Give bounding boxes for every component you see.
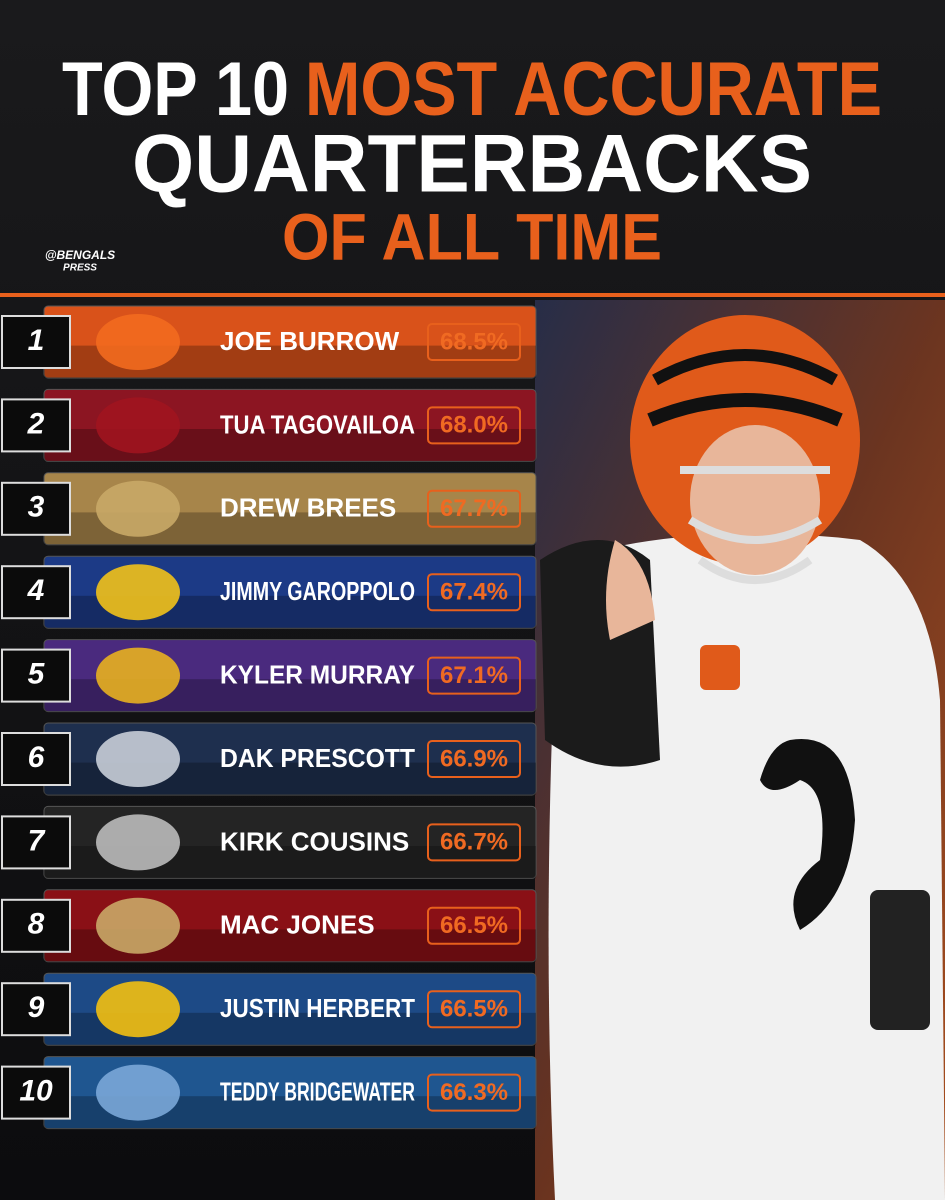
value-box [427, 406, 521, 445]
completion-percentage: 67.1% [440, 662, 508, 689]
ranking-row: 10 TEDDY BRIDGEWATER 66.3% [1, 1056, 537, 1130]
player-name: KIRK COUSINS [220, 826, 409, 856]
value-box [427, 906, 521, 945]
player-name: TEDDY BRIDGEWATER [220, 1076, 415, 1106]
rank-box [1, 815, 71, 870]
player-name: MAC JONES [220, 910, 375, 940]
player-name: JOE BURROW [220, 326, 400, 356]
completion-percentage: 67.4% [440, 579, 508, 606]
value-box [427, 1073, 521, 1112]
team-logo [96, 981, 180, 1038]
title-line-3: OF ALL TIME [282, 199, 662, 273]
ranking-row: 6 DAK PRESCOTT 66.9% [1, 722, 537, 796]
completion-percentage: 68.0% [440, 412, 508, 439]
completion-percentage: 66.3% [440, 1079, 508, 1106]
rank-box [1, 1065, 71, 1120]
rank-box [1, 732, 71, 786]
rank-number: 4 [27, 574, 45, 607]
handle-bottom: PRESS [63, 263, 97, 274]
team-logo [96, 897, 180, 954]
value-box [427, 573, 521, 612]
value-box [427, 656, 521, 695]
player-name: TUA TAGOVAILOA [220, 409, 415, 439]
rank-box [1, 898, 71, 953]
rank-box [1, 315, 71, 369]
rank-box [1, 481, 71, 536]
title-line-2: QUARTERBACKS [132, 119, 812, 210]
title-white: TOP 10 [62, 47, 289, 132]
rank-box [1, 565, 71, 620]
team-logo [96, 647, 180, 704]
rank-number: 10 [19, 1075, 53, 1108]
player-name: JIMMY GAROPPOLO [220, 576, 415, 606]
ranking-row: 5 KYLER MURRAY 67.1% [1, 639, 537, 713]
title-orange: MOST ACCURATE [305, 47, 882, 132]
team-logo [96, 1064, 180, 1121]
team-logo [96, 397, 180, 454]
team-logo [96, 480, 180, 537]
rank-number: 2 [27, 407, 45, 440]
completion-percentage: 68.5% [440, 328, 508, 355]
rank-number: 1 [28, 324, 45, 357]
ranking-row: 4 JIMMY GAROPPOLO 67.4% [1, 555, 537, 629]
rank-number: 7 [28, 824, 46, 857]
handle-top: @BENGALS [45, 248, 115, 262]
ranking-row: 1 JOE BURROW 68.5% [1, 305, 537, 379]
player-name: DREW BREES [220, 493, 396, 523]
rank-number: 6 [28, 741, 45, 774]
rank-box [1, 398, 71, 453]
player-name: DAK PRESCOTT [220, 743, 415, 773]
completion-percentage: 66.7% [440, 829, 508, 856]
team-logo [96, 564, 180, 621]
completion-percentage: 66.5% [440, 912, 508, 939]
team-logo [96, 814, 180, 871]
value-box [427, 489, 521, 528]
rank-box [1, 648, 71, 703]
rank-box [1, 982, 71, 1037]
value-box [427, 990, 521, 1029]
divider [0, 293, 945, 297]
rank-number: 8 [28, 908, 45, 941]
player-name: KYLER MURRAY [220, 659, 415, 689]
team-logo [96, 314, 180, 370]
rank-number: 9 [28, 991, 45, 1024]
rank-number: 5 [28, 658, 46, 691]
completion-percentage: 66.9% [440, 745, 508, 772]
player-illustration [540, 315, 945, 1200]
ranking-row: 3 DREW BREES 67.7% [1, 472, 537, 546]
value-box [427, 823, 521, 862]
ranking-row: 9 JUSTIN HERBERT 66.5% [1, 972, 537, 1046]
completion-percentage: 66.5% [440, 996, 508, 1023]
team-logo [96, 731, 180, 787]
rank-number: 3 [28, 491, 45, 524]
completion-percentage: 67.7% [440, 495, 508, 522]
player-name: JUSTIN HERBERT [220, 993, 415, 1023]
value-box [427, 323, 521, 361]
ranking-row: 8 MAC JONES 66.5% [1, 889, 537, 963]
title-line-1: TOP 10MOST ACCURATE [62, 47, 882, 132]
ranking-row: 2 TUA TAGOVAILOA 68.0% [1, 388, 537, 462]
value-box [427, 740, 521, 778]
ranking-row: 7 KIRK COUSINS 66.7% [1, 805, 537, 879]
rows: 1 JOE BURROW 68.5% 2 TUA TAGOVAILOA 68.0% 3 DRE… [1, 305, 537, 1130]
